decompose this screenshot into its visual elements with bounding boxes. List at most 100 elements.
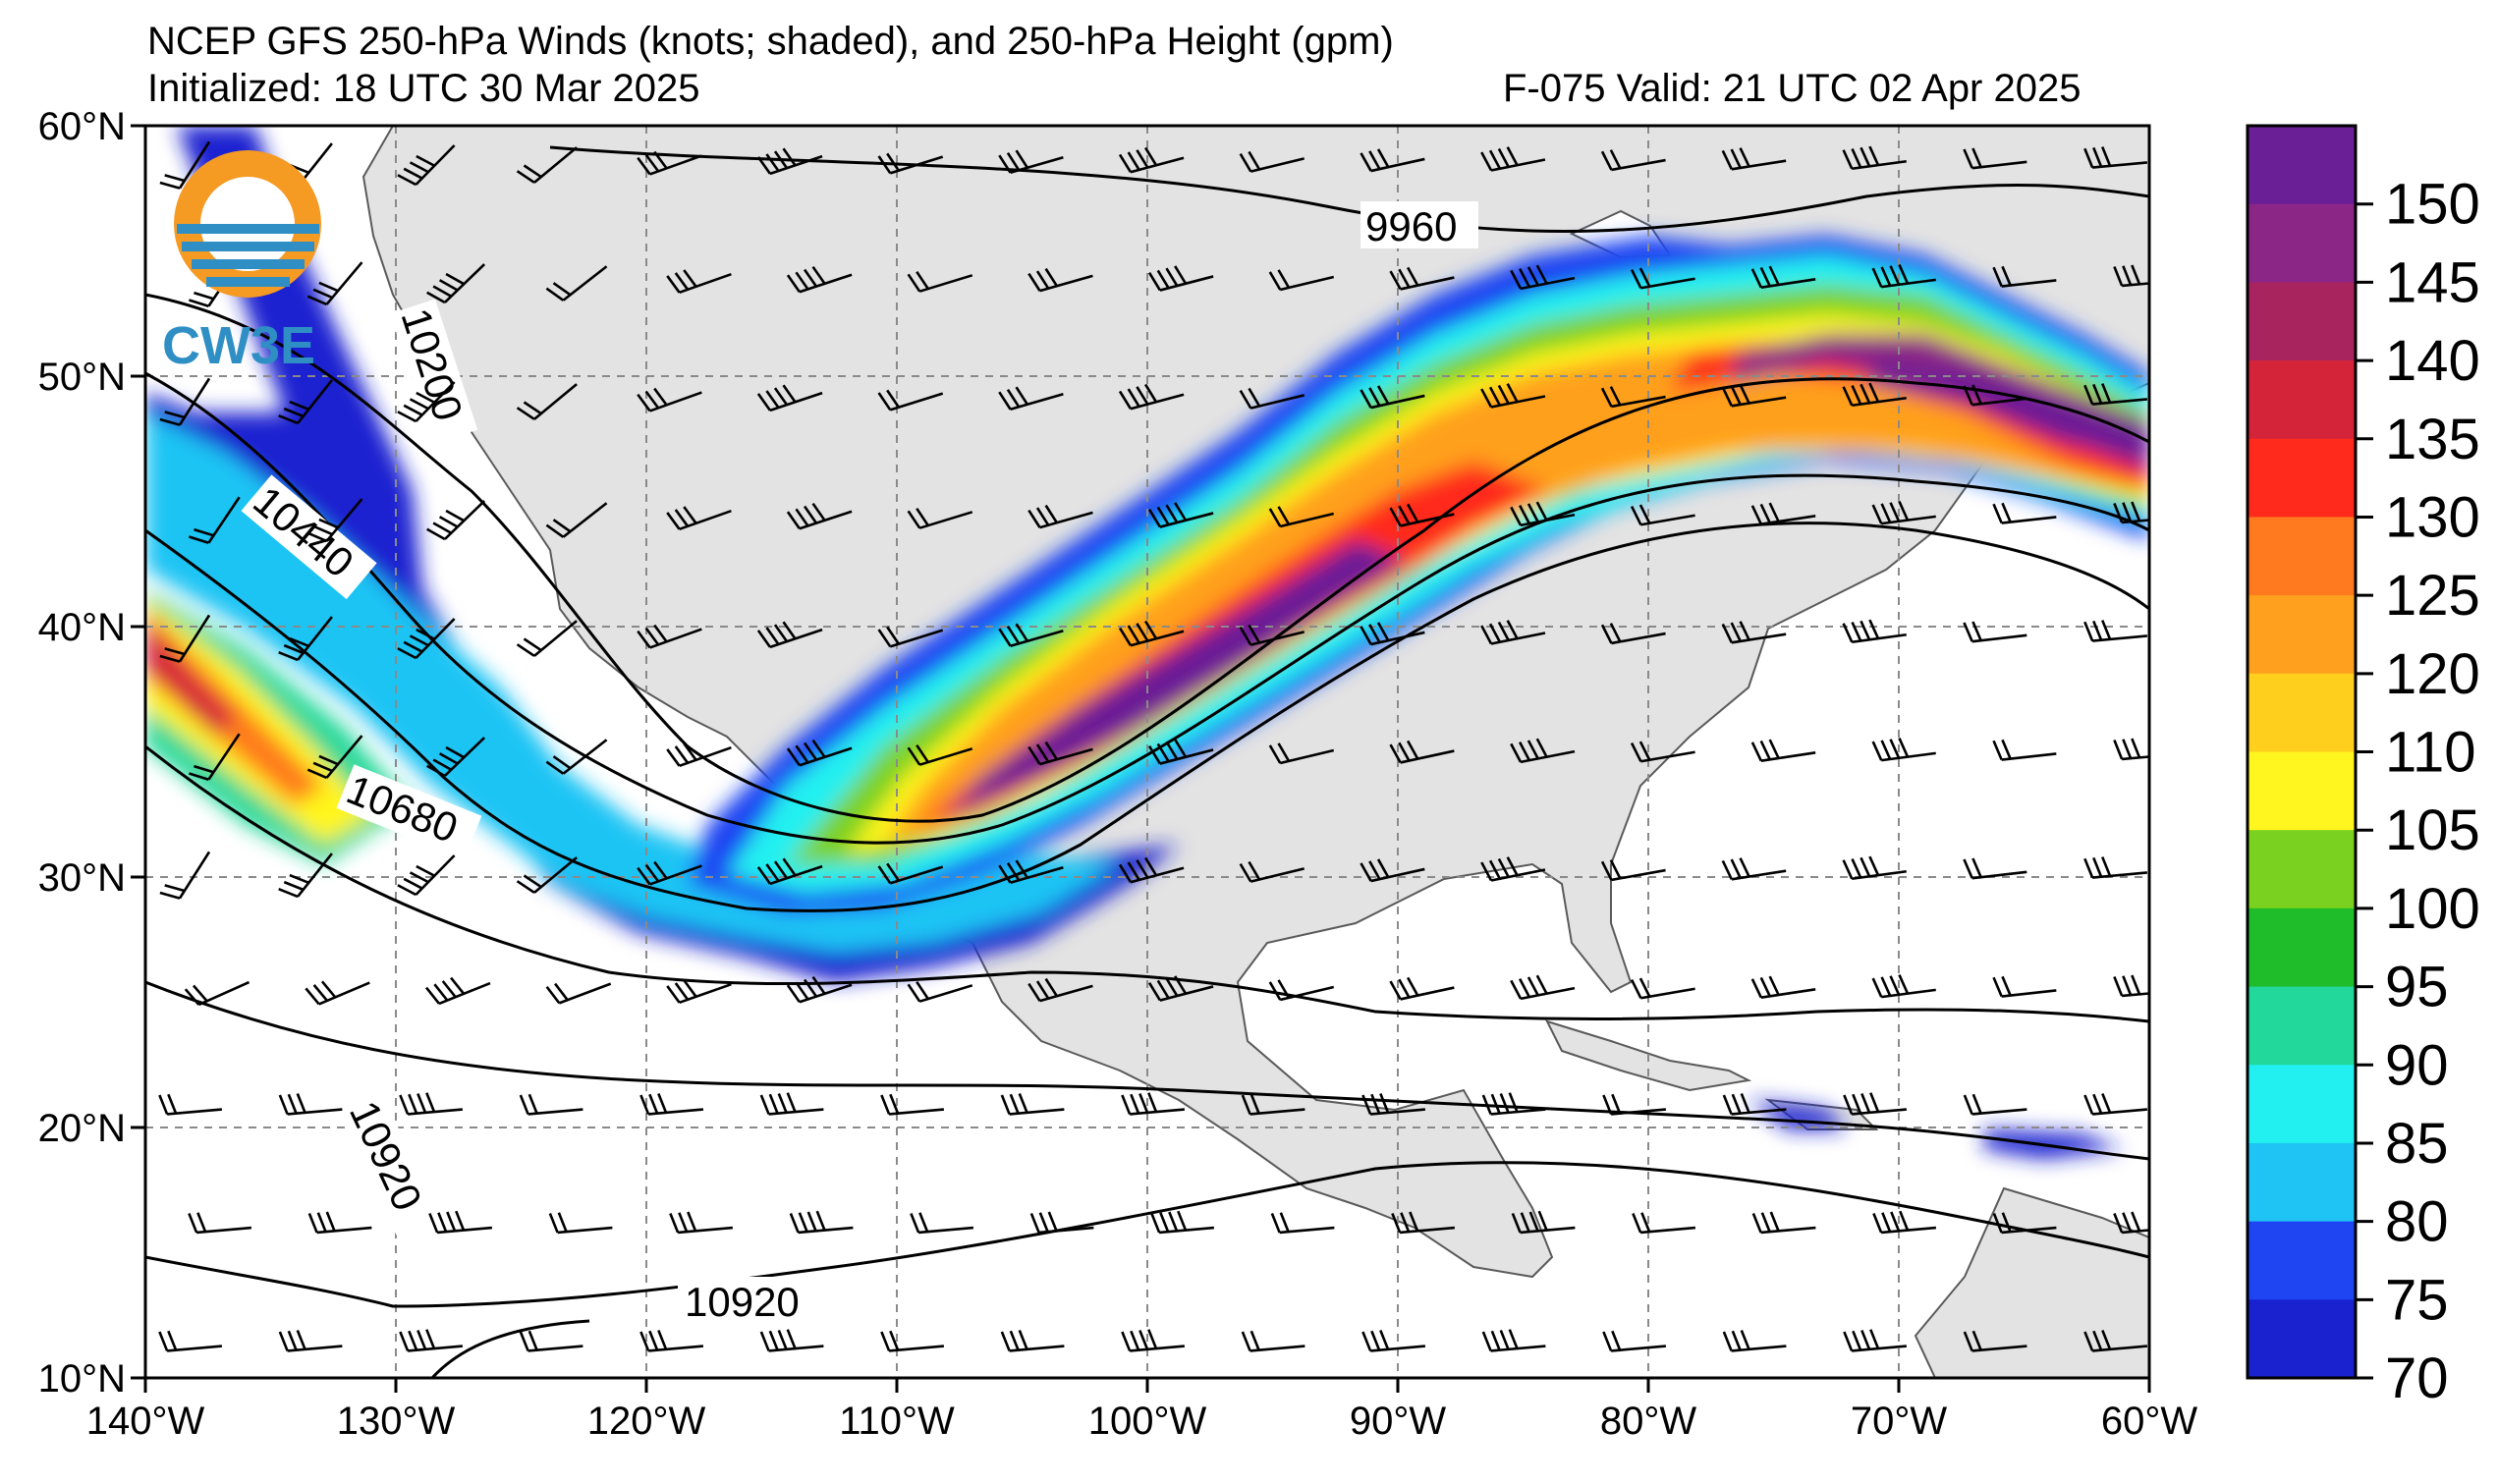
colorbar-segment [2248,673,2356,752]
wind-barb [666,742,732,768]
wind-barb [877,389,944,412]
wind-barb [1842,855,1907,881]
wind-barb [1600,149,1666,172]
axis-ticks [131,124,2151,1393]
figure-title: NCEP GFS 250-hPa Winds (knots; shaded), … [147,20,1394,63]
wind-barb [637,150,702,176]
wind-barb [1992,502,2057,524]
wind-barb [159,377,211,426]
lon-label: 70°W [1851,1400,1947,1443]
colorbar-segment [2248,986,2356,1066]
wind-barb [1871,974,1936,999]
colorbar-segment [2248,907,2356,988]
wind-barb [1360,858,1425,883]
wind-barb [1239,624,1305,646]
wind-barb [1481,1092,1546,1116]
wind-barb [1963,384,2027,407]
wind-barb [1721,147,1787,171]
wind-barb [1630,741,1695,763]
wind-barb [1751,1211,1816,1235]
wind-barb [306,735,363,780]
wind-barb [637,860,702,886]
wind-barb [278,852,333,899]
wind-barb [756,384,823,412]
wind-barb [1118,383,1185,411]
wind-barb [1842,382,1907,408]
wind-barb [998,623,1064,648]
wind-barb [1721,384,1787,408]
wind-barb [1000,1092,1065,1116]
wind-barb [1510,501,1576,527]
wind-barb [1391,1211,1456,1235]
wind-barb [1389,503,1455,527]
wind-barb [1360,385,1425,410]
init-time-label: Initialized: 18 UTC 30 Mar 2025 [147,67,700,110]
wind-barb [759,1329,824,1352]
wind-barb [1510,264,1576,291]
wind-barb [998,149,1064,175]
latitude-labels: 60°N 50°N 40°N 30°N 20°N 10°N [38,105,126,1401]
wind-barb [1722,1092,1787,1116]
wind-barb [1750,975,1816,999]
wind-barb [1750,502,1816,525]
colorbar-label: 95 [2385,956,2449,1019]
wind-barb [159,851,211,900]
wind-barb [158,1330,223,1352]
wind-barb [637,387,702,412]
wind-barb [2083,383,2148,406]
wind-barb [1268,742,1335,765]
wind-barb [519,1330,583,1352]
lat-label: 40°N [38,606,126,649]
wind-barb [1630,267,1695,290]
wind-barb [1389,976,1455,1001]
wind-barb [907,270,973,293]
wind-barb [669,1211,734,1235]
wind-barb [1361,1092,1426,1116]
wind-barb [1750,265,1816,289]
wind-barb [428,1210,493,1235]
wind-barb [666,269,732,295]
wind-barb [545,982,612,1005]
wind-barb [1147,739,1214,765]
wind-barb [1750,739,1816,762]
wind-barb [189,733,241,781]
wind-barb [637,624,702,649]
colorbar-segment [2248,1299,2356,1379]
wind-barb [1480,856,1546,882]
wind-barb [426,263,486,304]
wind-barb [1389,740,1455,764]
wind-barb [907,743,973,766]
colorbar-label: 140 [2385,329,2480,393]
wind-barb [278,379,333,425]
wind-barb [278,1329,343,1352]
colorbar-segment [2248,517,2356,596]
wind-barb [305,980,370,1006]
wind-barb [188,1212,252,1235]
wind-barb [1118,620,1185,647]
wind-barb [639,1092,704,1116]
wind-barb [1150,1210,1215,1235]
colorbar-label: 105 [2385,798,2480,862]
wind-barb [184,980,250,1007]
wind-barb [998,386,1064,412]
colorbar-segment [2248,1142,2356,1223]
wind-barb [397,144,456,187]
wind-barb [1963,857,2027,880]
wind-barb [1239,387,1305,410]
wind-barb [639,1329,704,1352]
map-panel: 9960 10200 10440 10680 10920 [145,126,2149,1378]
colorbar-label: 135 [2385,408,2480,471]
wind-barb [1871,501,1936,525]
wind-barb [1630,504,1695,526]
wind-barb [1510,738,1576,764]
wind-barb [1121,1092,1186,1116]
wind-barb [880,1330,945,1352]
wind-barb [397,381,456,423]
wind-barb [397,854,456,897]
valid-time-label: F-075 Valid: 21 UTC 02 Apr 2025 [1503,67,2082,110]
wind-barb [1389,266,1455,291]
colorbar-label: 70 [2385,1347,2449,1410]
wind-barb [2083,620,2148,642]
wind-barb [2083,146,2148,169]
